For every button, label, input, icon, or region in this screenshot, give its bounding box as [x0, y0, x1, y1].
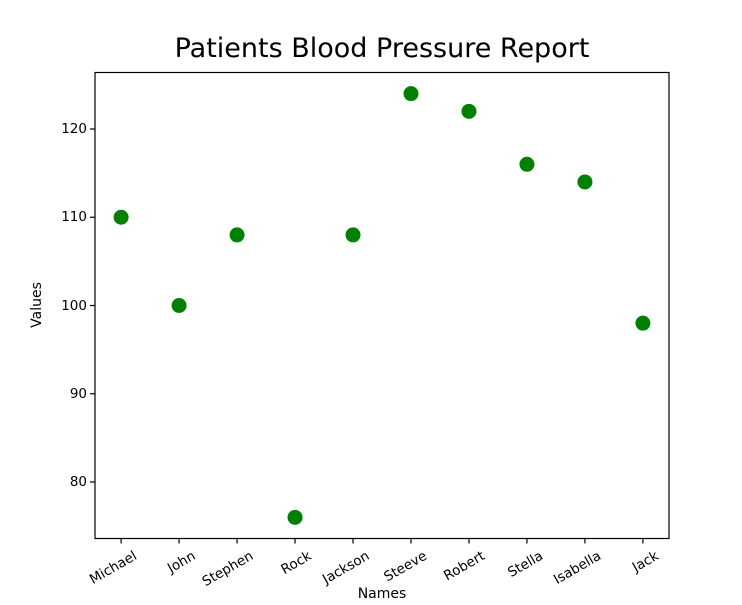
y-tick-label: 80	[69, 474, 87, 490]
y-tick-label: 100	[61, 297, 87, 314]
data-point-michael	[113, 209, 129, 225]
chart-title: Patients Blood Pressure Report	[174, 33, 590, 64]
data-point-isabella	[577, 174, 593, 190]
data-point-rock	[287, 509, 303, 525]
y-axis-label: Values	[29, 282, 45, 328]
y-tick-label: 120	[61, 120, 87, 137]
data-point-robert	[461, 103, 477, 119]
data-point-steeve	[403, 86, 419, 102]
data-point-jack	[635, 315, 651, 331]
data-point-john	[171, 298, 187, 313]
y-tick-label: 110	[61, 209, 87, 226]
y-tick-label: 90	[69, 385, 87, 402]
data-point-stephen	[229, 227, 245, 243]
data-point-jackson	[345, 227, 361, 243]
data-point-stella	[519, 156, 535, 172]
x-axis-label: Names	[357, 586, 407, 602]
